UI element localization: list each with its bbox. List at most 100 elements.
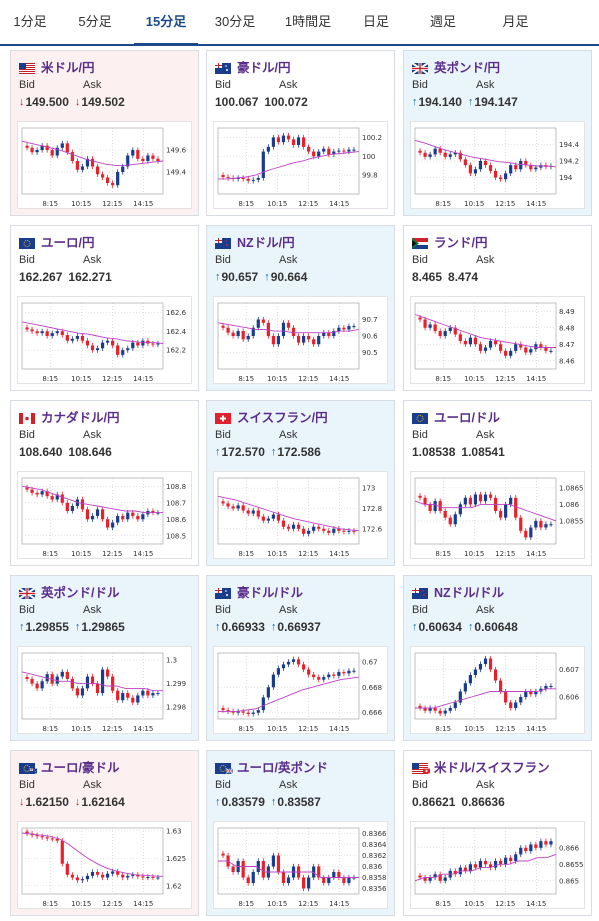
pair-name[interactable]: NZドル/円	[237, 235, 295, 250]
candle-body	[141, 514, 145, 520]
pair-name[interactable]: 米ドル/スイスフラン	[434, 760, 550, 775]
ask-price: 108.646	[68, 444, 111, 460]
pair-card[interactable]: ランド/円 Bid Ask 8.465 8.474 8:15 10:15 12:15 14:15…	[403, 225, 592, 391]
candle-body	[80, 166, 85, 170]
bid-value: 149.500	[25, 95, 69, 109]
chart-panel[interactable]: 8:15 10:15 12:15 14:15 0.8366 0.8364 0.8362 0.8…	[213, 821, 388, 909]
chart-panel[interactable]: 8:15 10:15 12:15 14:15 194.4 194.2 194	[410, 121, 585, 209]
moving-average-line	[218, 676, 360, 712]
chart-panel[interactable]: 8:15 10:15 12:15 14:15 0.67 0.668 0.666	[213, 646, 388, 734]
chart-panel[interactable]: 8:15 10:15 12:15 14:15 90.7 90.6 90.5	[213, 296, 388, 384]
tab-5[interactable]: 日足	[362, 14, 389, 29]
tab-2[interactable]: 15分足	[130, 0, 202, 46]
chart-panel[interactable]: 8:15 10:15 12:15 14:15 173 172.8 172.6	[213, 471, 388, 559]
pair-card[interactable]: ユーロ/ドル Bid Ask 1.08538 1.08541 8:15 10:15 12:15…	[403, 400, 592, 566]
x-tick-label: 14:15	[526, 550, 546, 558]
candle-body	[453, 514, 457, 525]
y-tick-label: 0.606	[559, 694, 580, 702]
chart-panel[interactable]: 8:15 10:15 12:15 14:15 149.6 149.4	[17, 121, 192, 209]
candle-body	[151, 511, 155, 513]
pair-name[interactable]: スイスフラン/円	[237, 410, 328, 425]
pair-name[interactable]: 豪ドル/ドル	[237, 585, 303, 600]
chart-panel[interactable]: 8:15 10:15 12:15 14:15 100.2 100 99.8	[213, 121, 388, 209]
candle-body	[25, 676, 29, 679]
candle-body	[121, 515, 125, 520]
candle-body	[116, 515, 120, 523]
pair-card[interactable]: NZドル/ドル Bid Ask ↑ 0.60634 ↑ 0.60648 8:15 10:15 12…	[403, 575, 592, 741]
candle-body	[30, 147, 34, 153]
candle-body	[156, 512, 160, 514]
candle-body	[156, 877, 160, 879]
candle-body	[493, 170, 498, 178]
ask-label: Ask	[83, 79, 102, 91]
chart-panel[interactable]: 8:15 10:15 12:15 14:15 8.49 8.48 8.47 8.46	[410, 296, 585, 384]
candle-body	[226, 503, 230, 507]
bid-price: ↑ 194.140	[412, 94, 462, 110]
ca-flag-icon	[19, 411, 35, 424]
pair-name[interactable]: ユーロ/ドル	[434, 410, 500, 425]
candle-body	[352, 326, 356, 328]
pair-name[interactable]: NZドル/ドル	[434, 585, 505, 600]
pair-name[interactable]: ユーロ/豪ドル	[41, 760, 120, 775]
tab-7[interactable]: 月足	[502, 14, 529, 29]
chart-panel[interactable]: 8:15 10:15 12:15 14:15 1.0865 1.086 1.0855	[410, 471, 585, 559]
candle-body	[468, 337, 472, 345]
pair-name[interactable]: ユーロ/円	[41, 235, 95, 250]
candle-body	[131, 342, 135, 349]
candle-body	[35, 492, 39, 495]
pair-header: ユーロ/英ポンド	[215, 757, 386, 775]
candle-body	[141, 158, 145, 161]
chart-panel[interactable]: 8:15 10:15 12:15 14:15 0.607 0.606	[410, 646, 585, 734]
candle-body	[60, 143, 64, 148]
candle-body	[337, 672, 341, 676]
candle-body	[438, 148, 442, 153]
price-chart: 8:15 10:15 12:15 14:15 0.67 0.668 0.666	[217, 652, 383, 733]
pair-card[interactable]: カナダドル/円 Bid Ask 108.640 108.646 8:15 10:15 12:1…	[10, 400, 199, 566]
candle-body	[276, 514, 281, 521]
candle-body	[266, 322, 270, 336]
candle-body	[322, 332, 326, 336]
y-tick-label: 8.48	[559, 324, 575, 332]
down-arrow-icon: ↓	[19, 96, 25, 108]
candle-body	[504, 691, 508, 703]
candle-body	[337, 327, 341, 332]
pair-card[interactable]: NZドル/円 Bid Ask ↑ 90.657 ↑ 90.664 8:15 10:15 12:15…	[206, 225, 395, 391]
pair-name[interactable]: 米ドル/円	[41, 60, 95, 75]
pair-card[interactable]: 米ドル/スイスフラン Bid Ask 0.86621 0.86636 8:15 10:15 1…	[403, 750, 592, 916]
tab-6[interactable]: 週足	[429, 14, 456, 29]
pair-card[interactable]: ユーロ/豪ドル Bid Ask ↓ 1.62150 ↓ 1.62164 8:15 10:15 12…	[10, 750, 199, 916]
candle-body	[111, 183, 115, 186]
candle-body	[121, 874, 125, 878]
tab-4[interactable]: 1時間足	[284, 14, 332, 29]
pair-card[interactable]: ユーロ/英ポンド Bid Ask ↑ 0.83579 ↑ 0.83587 8:15 10:15 1…	[206, 750, 395, 916]
pair-card[interactable]: 豪ドル/ドル Bid Ask ↑ 0.66933 ↑ 0.66937 8:15 10:15 12:…	[206, 575, 395, 741]
candle-body	[544, 347, 548, 351]
pair-name[interactable]: 英ポンド/ドル	[41, 585, 120, 600]
pair-card[interactable]: スイスフラン/円 Bid Ask ↑ 172.570 ↑ 172.586 8:15 10:15 1…	[206, 400, 395, 566]
pair-name[interactable]: カナダドル/円	[41, 410, 120, 425]
x-tick-label: 14:15	[133, 200, 153, 208]
tab-1[interactable]: 5分足	[78, 14, 112, 29]
za-flag-icon	[412, 236, 428, 249]
bid-label: Bid	[215, 779, 231, 791]
chart-panel[interactable]: 8:15 10:15 12:15 14:15 0.866 0.8655 0.865	[410, 821, 585, 909]
pair-name[interactable]: ランド/円	[434, 235, 488, 250]
pair-card[interactable]: 英ポンド/円 Bid Ask ↑ 194.140 ↑ 194.147 8:15 10:15 12:…	[403, 50, 592, 216]
pair-name[interactable]: ユーロ/英ポンド	[237, 760, 328, 775]
chart-panel[interactable]: 8:15 10:15 12:15 14:15 1.3 1.299 1.298	[17, 646, 192, 734]
pair-card[interactable]: 米ドル/円 Bid Ask ↓ 149.500 ↓ 149.502 8:15 10:15 12:1…	[10, 50, 199, 216]
pair-card[interactable]: ユーロ/円 Bid Ask 162.267 162.271 8:15 10:15 12:15 1…	[10, 225, 199, 391]
chart-panel[interactable]: 8:15 10:15 12:15 14:15 108.8 108.7 108.6 108.5	[17, 471, 192, 559]
tab-3[interactable]: 30分足	[214, 14, 256, 29]
pair-name[interactable]: 英ポンド/円	[434, 60, 500, 75]
pair-name[interactable]: 豪ドル/円	[237, 60, 291, 75]
x-tick-label: 12:15	[495, 200, 515, 208]
candle-body	[539, 344, 543, 348]
chart-panel[interactable]: 8:15 10:15 12:15 14:15 1.63 1.625 1.62	[17, 821, 192, 909]
tab-0[interactable]: 1分足	[13, 14, 47, 29]
y-tick-label: 1.63	[166, 827, 182, 835]
pair-card[interactable]: 豪ドル/円 Bid Ask 100.067 100.072 8:15 10:15 12:15 1…	[206, 50, 395, 216]
candle-body	[473, 169, 478, 174]
pair-card[interactable]: 英ポンド/ドル Bid Ask ↑ 1.29855 ↑ 1.29865 8:15 10:15 12…	[10, 575, 199, 741]
chart-panel[interactable]: 8:15 10:15 12:15 14:15 162.6 162.4 162.2	[17, 296, 192, 384]
